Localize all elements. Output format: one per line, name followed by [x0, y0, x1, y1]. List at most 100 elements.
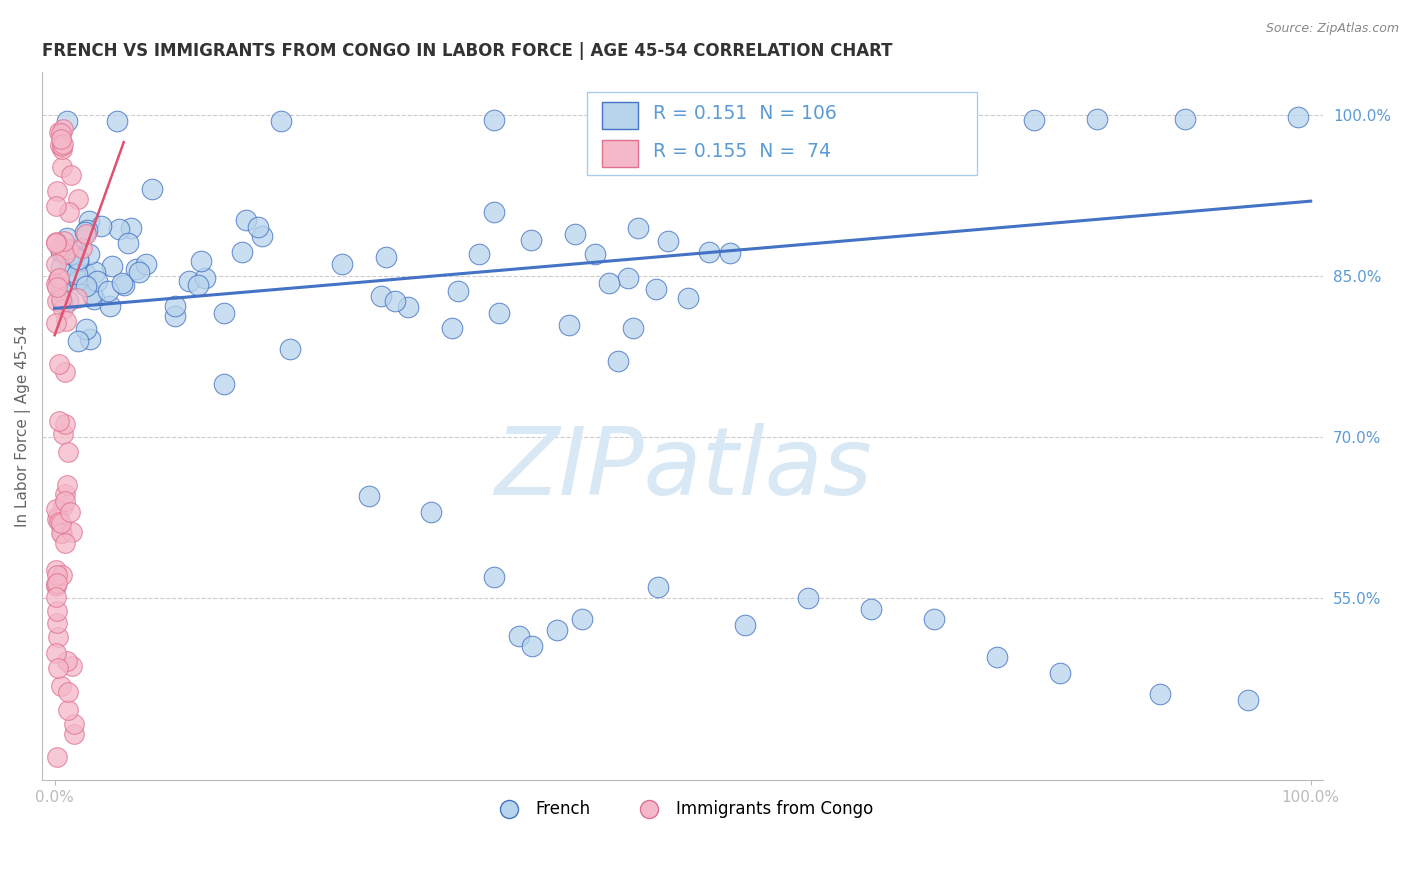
Point [77, 247, 100, 261]
Point [48, 240, 70, 254]
Point [697, 245, 720, 260]
Point [62, 727, 84, 741]
Point [120, 220, 142, 235]
Point [86, 274, 108, 288]
Point [108, 221, 131, 235]
Point [76, 223, 98, 237]
Text: R = 0.151  N = 106: R = 0.151 N = 106 [654, 103, 837, 123]
Bar [602, 140, 638, 167]
Point [79, 332, 101, 346]
Point [49, 131, 72, 145]
Point [45, 316, 67, 330]
Point [194, 270, 217, 285]
Point [546, 623, 568, 637]
Point [644, 282, 666, 296]
Point [97, 284, 120, 298]
Point [53, 536, 76, 550]
Point [647, 580, 669, 594]
Point [1237, 693, 1260, 707]
Point [46, 750, 69, 764]
Point [55, 313, 77, 327]
Point [55, 245, 77, 260]
Point [45, 576, 67, 591]
Point [117, 235, 139, 250]
Legend: French, Immigrants from Congo: French, Immigrants from Congo [485, 794, 880, 825]
FancyBboxPatch shape [586, 92, 977, 175]
Point [49, 281, 72, 295]
Point [797, 591, 820, 605]
Point [396, 300, 419, 314]
Point [46, 661, 69, 675]
Point [231, 245, 253, 260]
Point [135, 257, 157, 271]
Point [51, 568, 73, 582]
Point [83, 265, 105, 279]
Point [56, 242, 79, 256]
Point [53, 494, 76, 508]
Point [56, 703, 79, 717]
Point [56, 113, 79, 128]
Point [330, 257, 353, 271]
Point [45, 235, 67, 250]
Point [49, 245, 72, 260]
Point [571, 612, 593, 626]
Point [66, 252, 89, 266]
Point [190, 254, 212, 268]
Point [375, 250, 398, 264]
Y-axis label: In Labor Force | Age 45-54: In Labor Force | Age 45-54 [15, 326, 31, 527]
Point [48, 414, 70, 428]
Point [165, 299, 187, 313]
Point [484, 569, 506, 583]
Point [53, 365, 76, 379]
Point [49, 138, 72, 153]
Point [520, 233, 543, 247]
Point [1024, 112, 1046, 127]
Point [60, 168, 83, 182]
Point [45, 616, 67, 631]
Text: Source: ZipAtlas.com: Source: ZipAtlas.com [1265, 22, 1399, 36]
Point [482, 204, 505, 219]
Point [56, 478, 79, 492]
Point [564, 227, 586, 242]
Point [73, 225, 96, 239]
Point [48, 357, 70, 371]
Point [141, 182, 163, 196]
Point [79, 214, 101, 228]
Point [270, 113, 292, 128]
Bar [602, 103, 638, 129]
Point [621, 321, 644, 335]
Point [55, 486, 77, 500]
Point [52, 301, 75, 316]
Point [558, 318, 581, 333]
Point [508, 628, 530, 642]
Point [860, 601, 883, 615]
Point [60, 658, 83, 673]
Point [250, 229, 273, 244]
Point [51, 137, 73, 152]
Point [56, 654, 79, 668]
Point [598, 276, 620, 290]
Point [51, 526, 73, 541]
Point [52, 426, 75, 441]
Point [53, 247, 76, 261]
Point [53, 417, 76, 432]
Point [45, 579, 67, 593]
Point [278, 342, 301, 356]
Point [45, 563, 67, 577]
Point [1149, 688, 1171, 702]
Point [420, 505, 443, 519]
Point [165, 309, 187, 323]
Point [62, 247, 84, 261]
Point [53, 234, 76, 248]
Point [45, 280, 67, 294]
Point [986, 650, 1008, 665]
Point [734, 617, 756, 632]
Point [51, 679, 73, 693]
Point [45, 199, 67, 213]
Point [922, 612, 945, 626]
Point [52, 500, 75, 514]
Point [60, 524, 83, 539]
Point [357, 489, 380, 503]
Point [48, 125, 70, 139]
Point [922, 112, 945, 127]
